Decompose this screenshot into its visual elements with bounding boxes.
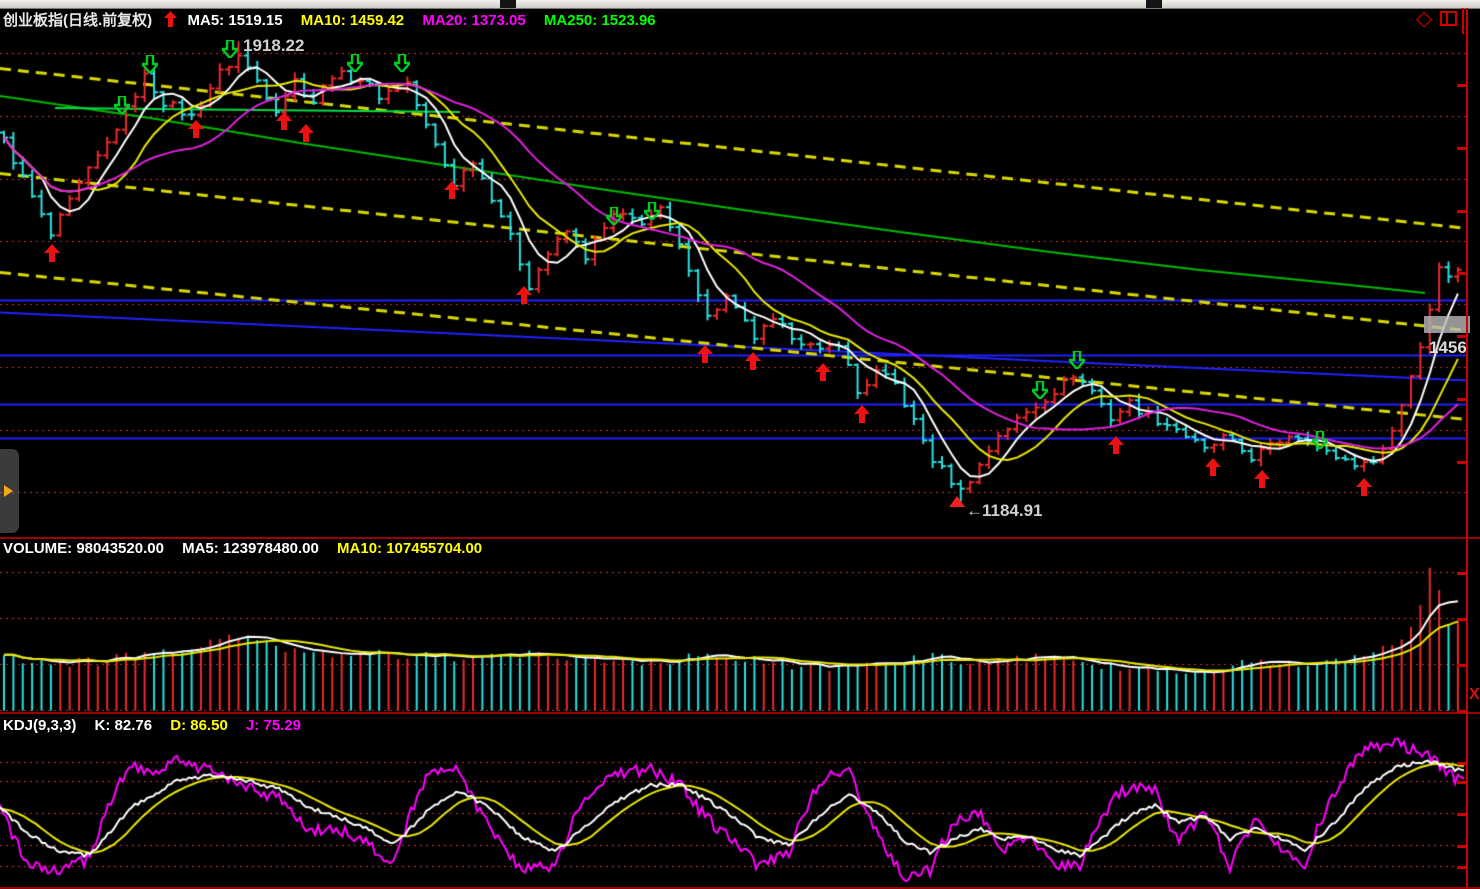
volume-header: VOLUME: 98043520.00 MA5: 123978480.00 MA… bbox=[3, 540, 496, 557]
lowest-price-label: 1184.91 bbox=[982, 501, 1043, 520]
axis-tick bbox=[1457, 781, 1466, 784]
kdj-d-readout: D: 86.50 bbox=[170, 717, 228, 734]
axis-tick bbox=[1457, 272, 1466, 275]
buy-signal-arrow-icon bbox=[1205, 458, 1221, 476]
kdj-j-readout: J: 75.29 bbox=[245, 717, 302, 734]
buy-signal-arrow-icon bbox=[1108, 436, 1124, 454]
lowest-price-pointer: ← bbox=[966, 501, 983, 520]
sell-signal-arrow-icon bbox=[219, 38, 241, 60]
volume-kdj-divider bbox=[0, 712, 1480, 714]
axis-tick bbox=[1457, 210, 1466, 213]
sell-signal-arrow-icon bbox=[603, 205, 625, 227]
title-strip-notch bbox=[500, 0, 516, 8]
buy-signal-arrow-icon bbox=[516, 286, 532, 304]
volume-ma5-readout: MA5: 123978480.00 bbox=[182, 540, 319, 557]
volume-ma10-readout: MA10: 107455704.00 bbox=[337, 540, 483, 557]
sell-signal-arrow-icon bbox=[344, 52, 366, 74]
axis-tick bbox=[1457, 618, 1466, 621]
axis-tick bbox=[1457, 813, 1466, 816]
window-pane-icon[interactable] bbox=[1440, 11, 1457, 26]
axis-tick bbox=[1457, 147, 1466, 150]
buy-signal-arrow-icon bbox=[1254, 470, 1270, 488]
sell-signal-arrow-icon bbox=[139, 53, 161, 75]
price-axis-line bbox=[1466, 8, 1468, 887]
close-indicator-icon[interactable]: X bbox=[1469, 686, 1480, 703]
sell-signal-arrow-icon bbox=[111, 94, 133, 116]
axis-tick bbox=[1457, 762, 1466, 765]
axis-tick bbox=[1457, 664, 1466, 667]
sell-signal-arrow-icon bbox=[391, 52, 413, 74]
title-strip-notch bbox=[1146, 0, 1162, 8]
up-arrow-icon bbox=[164, 11, 181, 29]
window-title-strip bbox=[0, 0, 1480, 9]
volume-readout: VOLUME: 98043520.00 bbox=[3, 540, 164, 557]
main-chart-header: 创业板指(日线.前复权) MA5: 1519.15 MA10: 1459.42 … bbox=[3, 9, 670, 30]
axis-tick bbox=[1457, 845, 1466, 848]
bottom-border bbox=[0, 887, 1480, 889]
buy-signal-arrow-icon bbox=[276, 112, 292, 130]
trendline-value-label: 1456 bbox=[1429, 338, 1467, 357]
axis-tick bbox=[1457, 398, 1466, 401]
highest-price-label: 1918.22 bbox=[243, 36, 305, 55]
sell-signal-arrow-icon bbox=[1029, 379, 1051, 401]
buy-signal-arrow-icon bbox=[854, 405, 870, 423]
axis-tick bbox=[1457, 461, 1466, 464]
buy-signal-arrow-icon bbox=[44, 244, 60, 262]
buy-signal-arrow-icon bbox=[1356, 478, 1372, 496]
ma10-readout: MA10: 1459.42 bbox=[300, 12, 405, 29]
sell-signal-arrow-icon bbox=[1066, 349, 1088, 371]
buy-signal-arrow-icon bbox=[745, 352, 761, 370]
buy-signal-arrow-icon bbox=[298, 124, 314, 142]
axis-tick bbox=[1457, 866, 1466, 869]
axis-tick bbox=[1457, 84, 1466, 87]
buy-signal-arrow-icon bbox=[444, 181, 460, 199]
axis-tick bbox=[1457, 335, 1466, 338]
lowest-price-triangle-icon bbox=[949, 496, 965, 507]
sell-signal-arrow-icon bbox=[641, 200, 663, 222]
axis-tick bbox=[1457, 572, 1466, 575]
kdj-header: KDJ(9,3,3) K: 82.76 D: 86.50 J: 75.29 bbox=[3, 717, 315, 734]
ma250-readout: MA250: 1523.96 bbox=[543, 12, 656, 29]
kdj-k-readout: K: 82.76 bbox=[94, 717, 153, 734]
sidebar-expander-tab[interactable] bbox=[0, 449, 19, 533]
main-volume-divider bbox=[0, 537, 1480, 539]
expand-arrow-icon bbox=[4, 485, 13, 497]
trendline-drag-handle[interactable] bbox=[1424, 316, 1470, 333]
buy-signal-arrow-icon bbox=[697, 345, 713, 363]
kdj-params-label: KDJ(9,3,3) bbox=[3, 717, 77, 734]
diamond-icon[interactable]: ◇ bbox=[1416, 7, 1433, 30]
sell-signal-arrow-icon bbox=[1309, 429, 1331, 451]
ma20-readout: MA20: 1373.05 bbox=[422, 12, 526, 29]
axis-tick bbox=[1457, 710, 1466, 713]
ma5-readout: MA5: 1519.15 bbox=[187, 12, 283, 29]
corner-bar bbox=[1462, 8, 1464, 34]
buy-signal-arrow-icon bbox=[815, 363, 831, 381]
buy-signal-arrow-icon bbox=[188, 120, 204, 138]
symbol-label: 创业板指(日线.前复权) bbox=[3, 12, 153, 29]
